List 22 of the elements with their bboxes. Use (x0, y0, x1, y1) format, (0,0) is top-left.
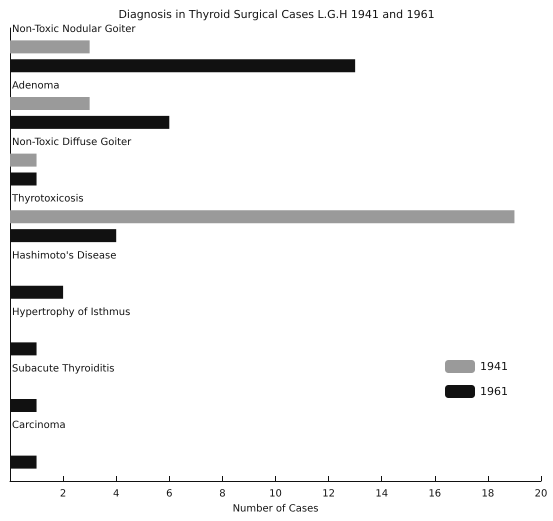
x-axis-title: Number of Cases (232, 503, 318, 514)
y-tick-label: Subacute Thyroiditis (12, 364, 114, 375)
y-tick-label: Adenoma (12, 80, 60, 92)
x-tick-label: 12 (322, 488, 335, 500)
y-tick-label: Non-Toxic Diffuse Goiter (12, 137, 132, 148)
x-tick-label: 4 (113, 488, 120, 500)
y-tick-label: Thyrotoxicosis (11, 194, 84, 205)
x-tick-label: 14 (375, 488, 388, 500)
x-tick-label: 20 (534, 488, 548, 500)
x-tick-label: 10 (269, 488, 282, 500)
legend-label: 1941 (480, 360, 508, 373)
legend-label: 1961 (480, 385, 508, 398)
chart-title: Diagnosis in Thyroid Surgical Cases L.G.H 1941 and 1961 (118, 8, 435, 21)
y-tick-label: Hashimoto's Disease (12, 250, 116, 262)
x-tick-label: 18 (482, 488, 494, 500)
x-tick-label: 6 (166, 488, 172, 500)
y-tick-label: Hypertrophy of Isthmus (12, 306, 130, 318)
y-tick-label: Non-Toxic Nodular Goiter (12, 24, 136, 35)
y-tick-label: Carcinoma (12, 420, 66, 432)
x-tick-label: 2 (60, 488, 66, 500)
x-tick-label: 8 (219, 488, 226, 500)
x-tick-label: 16 (428, 488, 442, 500)
